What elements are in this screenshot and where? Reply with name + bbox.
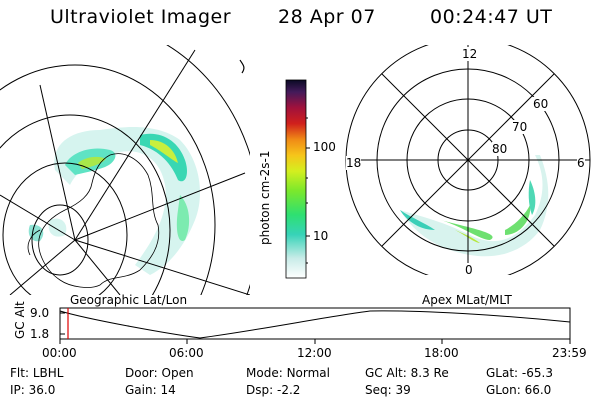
info-ip: IP: 36.0 [10,383,56,397]
apex-caption: Apex MLat/MLT [422,293,512,307]
timeline-xtick-1: 06:00 [169,346,204,360]
altitude-curve [59,310,571,339]
info-dsp: Dsp: -2.2 [246,383,301,397]
timeline-xtick-0: 00:00 [42,346,77,360]
colorbar-tick-100: 100 [313,140,336,154]
timeline-ylabel: GC Alt [13,301,27,339]
info-gain: Gain: 14 [125,383,176,397]
polar-mlt-plot [345,45,591,275]
info-glat: GLat: -65.3 [486,366,553,380]
mlt-label-0: 0 [465,263,473,277]
timeline-xtick-2: 12:00 [297,346,332,360]
mlt-label-18: 18 [346,156,362,170]
info-door: Door: Open [125,366,194,380]
colorbar-unit-label: photon cm-2s-1 [258,150,272,246]
geographic-caption: Geographic Lat/Lon [70,293,188,307]
instrument-title: Ultraviolet Imager [50,6,232,28]
colorbar-tick-10: 10 [313,229,329,243]
colorbar [285,79,310,279]
timeline-xtick-4: 23:59 [552,346,587,360]
mlat-label-80: 80 [492,142,508,156]
info-gc-alt: GC Alt: 8.3 Re [365,366,449,380]
info-seq: Seq: 39 [365,383,411,397]
mlt-label-6: 6 [577,156,585,170]
geographic-map [0,45,250,295]
info-glon: GLon: 66.0 [486,383,552,397]
info-mode: Mode: Normal [246,366,330,380]
time-label: 00:24:47 UT [430,6,553,28]
date-label: 28 Apr 07 [278,6,376,28]
timeline-ytick-low: 1.8 [30,327,50,341]
altitude-timeline [59,307,571,344]
mlt-label-12: 12 [462,47,478,61]
mlat-label-60: 60 [533,97,549,111]
info-flt: Flt: LBHL [10,366,64,380]
timeline-ytick-high: 9.0 [30,306,50,320]
timeline-xtick-3: 18:00 [424,346,459,360]
mlat-label-70: 70 [512,120,528,134]
